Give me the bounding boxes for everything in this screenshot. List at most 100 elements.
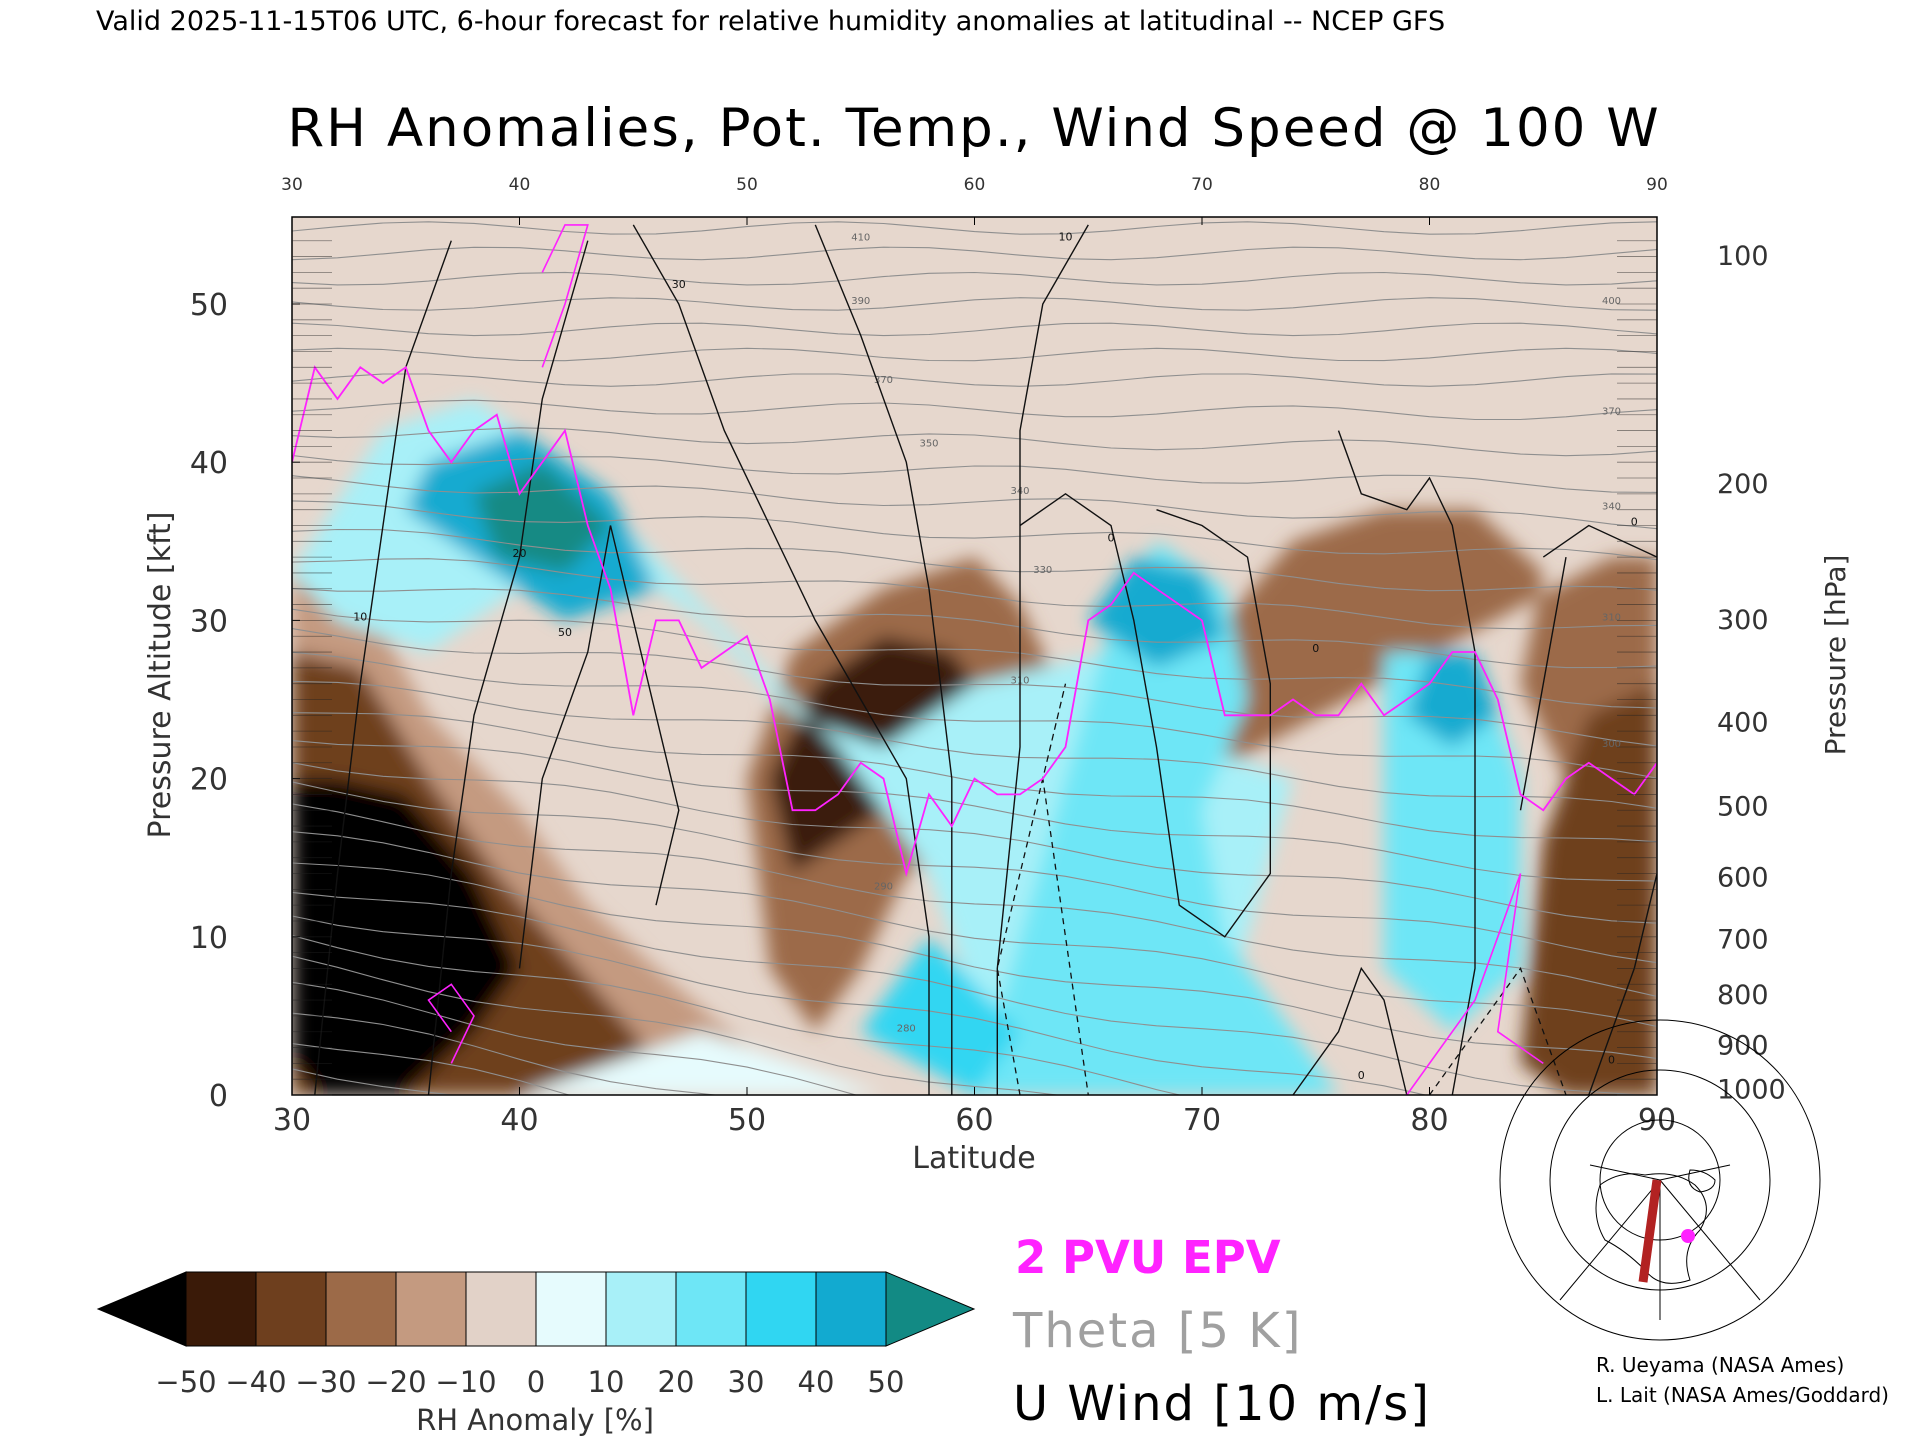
x-tick-label: 60 <box>955 1103 993 1138</box>
wind-contour <box>1542 524 1657 558</box>
x-tick-label: 80 <box>1410 1103 1448 1138</box>
pressure-tick-label: 200 <box>1717 469 1769 500</box>
theta-contour <box>292 915 1428 1095</box>
rh-region <box>1384 652 1521 1032</box>
colorbar-bin <box>325 1271 397 1347</box>
theta-contour <box>292 781 1657 964</box>
pressure-tick-label: 100 <box>1717 241 1769 272</box>
theta-contour <box>292 891 1647 1095</box>
theta-contour <box>292 271 1657 286</box>
rh-region <box>1202 509 1657 969</box>
colorbar-tick-label: 20 <box>658 1365 695 1399</box>
wind-label: 50 <box>558 626 572 639</box>
wind-contour <box>518 525 680 969</box>
wind-contour <box>314 240 452 1095</box>
theta-label: 290 <box>874 881 893 892</box>
wind-contour-negative <box>996 683 1089 1095</box>
y-axis-label: Pressure Altitude [kft] <box>143 512 178 839</box>
x-tick-label-top: 50 <box>736 175 758 195</box>
epv-line <box>292 365 1657 878</box>
y-tick-label: 40 <box>190 446 228 481</box>
epv-fragment <box>1406 873 1544 1095</box>
theta-contour <box>292 955 1062 1095</box>
theta-contour <box>292 740 1657 882</box>
wind-contour <box>632 224 930 1095</box>
axis-ticks: 3030404050506060707080809090010203040501… <box>190 175 1786 1138</box>
credit-line-2: L. Lait (NASA Ames/Goddard) <box>1596 1383 1889 1407</box>
wind-label: 0 <box>1608 1053 1615 1066</box>
theta-contour <box>292 297 1657 311</box>
theta-contour <box>292 608 1657 709</box>
colorbar-extension-low <box>96 1271 187 1347</box>
x-tick-label-top: 60 <box>964 175 986 195</box>
wind-contours: 10 20 50 30 10 0 0 0 0 0 <box>314 224 1657 1095</box>
colorbar-extension-high <box>885 1271 976 1347</box>
wind-label: 0 <box>1358 1069 1365 1082</box>
pressure-tick-label: 1000 <box>1717 1075 1786 1106</box>
theta-label: 330 <box>1033 565 1052 576</box>
theta-contour <box>292 347 1657 362</box>
colorbar: −50 −40 −30 −20 −10 0 10 20 30 40 50 <box>96 1271 976 1399</box>
x-tick-label-top: 70 <box>1191 175 1213 195</box>
epv-fragment <box>427 983 475 1064</box>
colorbar-bin <box>395 1271 467 1347</box>
colorbar-bin <box>745 1271 817 1347</box>
y-tick-label: 0 <box>209 1079 228 1114</box>
theta-label: 280 <box>897 1024 916 1035</box>
wind-contour <box>1519 556 1567 811</box>
x-tick-label: 30 <box>273 1103 311 1138</box>
pressure-tick-label: 500 <box>1717 791 1769 822</box>
colorbar-tick-label: 50 <box>868 1365 905 1399</box>
wind-label: 0 <box>1108 531 1115 544</box>
colorbar-bin <box>255 1271 327 1347</box>
theta-contour <box>292 322 1657 337</box>
y-tick-label: 50 <box>190 288 228 323</box>
theta-label: 310 <box>1602 612 1621 623</box>
colorbar-tick-label: 30 <box>728 1365 765 1399</box>
theta-contour <box>292 427 1657 457</box>
theta-contour <box>292 934 1182 1095</box>
cross-section-line <box>1638 1179 1662 1283</box>
colorbar-bin <box>605 1271 677 1347</box>
theta-contour <box>292 454 1657 493</box>
colorbar-tick-label: −50 <box>155 1365 216 1399</box>
theta-contour <box>292 981 858 1095</box>
theta-label: 370 <box>1602 407 1621 418</box>
page-title: RH Anomalies, Pot. Temp., Wind Speed @ 1… <box>287 98 1660 159</box>
location-marker <box>1681 1229 1695 1243</box>
valid-line: Valid 2025-11-15T06 UTC, 6-hour forecast… <box>96 6 1445 37</box>
colorbar-tick-label: −10 <box>435 1365 496 1399</box>
wind-contour <box>814 224 953 1095</box>
rh-region <box>474 462 611 573</box>
colorbar-bin <box>535 1271 607 1347</box>
legend-epv: 2 PVU EPV <box>1015 1231 1281 1284</box>
y2-axis-label: Pressure [hPa] <box>1819 555 1852 756</box>
theta-contour <box>292 221 1657 235</box>
colorbar-label: RH Anomaly [%] <box>416 1403 654 1437</box>
legend-wind: U Wind [10 m/s] <box>1013 1376 1431 1432</box>
theta-label: 390 <box>851 296 870 307</box>
theta-label: 300 <box>1602 739 1621 750</box>
theta-contour <box>292 762 1657 924</box>
credit-line-1: R. Ueyama (NASA Ames) <box>1596 1353 1844 1377</box>
wind-label: 10 <box>1059 231 1073 244</box>
theta-contour <box>292 680 1657 809</box>
theta-contour <box>292 528 1657 592</box>
x-tick-label: 50 <box>728 1103 766 1138</box>
theta-label: 370 <box>874 375 893 386</box>
theta-contour <box>292 831 1657 1028</box>
theta-contours: 2802903103303403503703904104003703403103… <box>292 221 1657 1095</box>
x-tick-label-top: 40 <box>509 175 531 195</box>
theta-contour <box>292 651 1657 779</box>
epv-2pvu-contour <box>292 224 1657 1095</box>
colorbar-tick-label: −30 <box>295 1365 356 1399</box>
x-tick-label-top: 80 <box>1419 175 1441 195</box>
colorbar-bin <box>465 1271 537 1347</box>
colorbar-tick-label: 0 <box>527 1365 545 1399</box>
wind-contour <box>427 240 589 1095</box>
colorbar-tick-label: −20 <box>365 1365 426 1399</box>
pressure-tick-label: 700 <box>1717 924 1769 955</box>
colorbar-bin <box>675 1271 747 1347</box>
wind-contour-negative <box>1428 967 1567 1095</box>
